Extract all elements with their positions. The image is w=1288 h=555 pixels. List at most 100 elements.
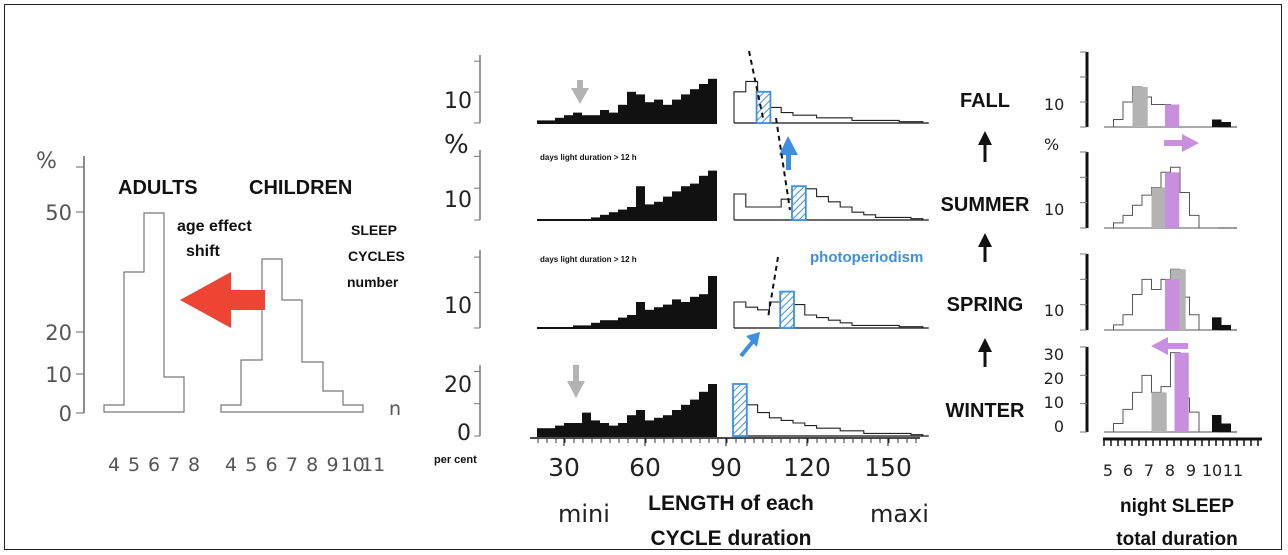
children-x-tick-label: 11 (361, 454, 385, 476)
black-bar (582, 325, 591, 328)
right-bars (1104, 86, 1231, 433)
right-panel: 10 % 10 10 30 20 10 0 5 6 7 8 9 10 11 night SL… (1044, 51, 1262, 550)
children-x-tick-label: 6 (266, 454, 278, 476)
middle-xlabel-1: LENGTH of each (648, 492, 814, 515)
children-label: CHILDREN (249, 177, 352, 199)
black-bar (546, 120, 555, 123)
season-spring: SPRING (947, 294, 1024, 316)
purple-bar (1165, 172, 1180, 228)
white-histogram (1104, 268, 1218, 331)
black-bar (1212, 119, 1222, 127)
up-arrow-spring-to-summer (978, 233, 992, 262)
black-bar (681, 302, 690, 328)
age-effect-label: age effect (177, 218, 252, 235)
photoperiodism-label: photoperiodism (810, 249, 923, 266)
middle-x-ticks: 30 60 90 120 150 (537, 438, 917, 482)
right-x-ticks: 5 6 7 8 9 10 11 (1103, 439, 1259, 480)
black-bar (672, 99, 681, 123)
maxi-label: maxi (870, 500, 929, 528)
black-bar (663, 196, 672, 220)
black-bar (591, 115, 600, 123)
right-x-tick-label: 11 (1223, 461, 1243, 480)
winter-y0: 0 (457, 421, 471, 446)
black-bar (555, 425, 564, 436)
black-bar (627, 91, 636, 123)
black-bar (654, 417, 663, 436)
black-bar (618, 423, 627, 436)
middle-x-tick-label: 120 (783, 453, 831, 482)
black-bar (1212, 317, 1222, 330)
adults-x-tick-label: 5 (128, 454, 140, 476)
sleep-cycles-label-3: number (347, 274, 399, 290)
winter-y20: 20 (444, 373, 472, 398)
black-bar (1221, 423, 1231, 432)
black-bar (618, 104, 627, 123)
black-bar (591, 322, 600, 328)
black-bar (564, 423, 573, 436)
black-bar (699, 294, 708, 328)
right-axes (1080, 51, 1237, 433)
percent-sign: % (444, 130, 469, 160)
middle-panel: 10 % 10 10 20 0 per cent days light dura… (434, 50, 929, 550)
children-x-tick-label: 4 (225, 454, 237, 476)
blue-arrow-summer (779, 136, 798, 170)
black-bar (663, 104, 672, 123)
left-y-tick-label: 20 (45, 321, 72, 345)
right-x-tick-label: 5 (1103, 461, 1113, 480)
left-panel: % 50 20 10 0 ADULTS CHILDREN age effect … (36, 149, 405, 476)
adults-x-tick-label: 6 (148, 454, 160, 476)
black-bar (555, 117, 564, 123)
middle-xlabel-2: CYCLE duration (651, 527, 812, 550)
shift-label: shift (186, 243, 220, 260)
shift-line-summer (775, 117, 791, 211)
grey-bar (1151, 187, 1167, 228)
right-xlabel-1: night SLEEP (1120, 496, 1234, 517)
black-bar (645, 102, 654, 123)
white-histogram (1104, 86, 1218, 128)
black-bar (690, 183, 699, 220)
black-bar (582, 115, 591, 123)
season-fall: FALL (960, 90, 1010, 112)
black-bar (600, 110, 609, 123)
right-x-tick-label: 10 (1202, 461, 1222, 480)
grey-bar (1151, 392, 1167, 432)
black-bar (609, 212, 618, 220)
winter-right-y20: 20 (1044, 369, 1064, 388)
black-bar (681, 94, 690, 123)
black-bar (600, 214, 609, 220)
black-bar (708, 384, 717, 436)
black-bar (663, 304, 672, 328)
white-histogram (1104, 166, 1218, 229)
adults-x-tick-label: 4 (108, 454, 120, 476)
season-summer: SUMMER (941, 194, 1030, 216)
left-y-unit: % (36, 149, 57, 174)
black-bar (1221, 324, 1231, 330)
purple-bar (1165, 279, 1180, 330)
black-bar (645, 420, 654, 436)
hatched-blue-bar (791, 185, 807, 221)
summer-right-y10: 10 (1044, 200, 1064, 219)
hatched-blue-bar (732, 383, 748, 437)
spring-right-y10: 10 (1044, 301, 1064, 320)
black-bar (636, 94, 645, 123)
left-y-tick-label: 50 (45, 201, 72, 225)
left-y-tick-label: 0 (59, 402, 72, 426)
black-bar (573, 423, 582, 436)
figure-border (4, 4, 1282, 550)
black-bar (600, 423, 609, 436)
black-bar (654, 99, 663, 123)
mini-label: mini (558, 500, 610, 528)
per-cent-label: per cent (434, 454, 477, 466)
black-bar (636, 302, 645, 328)
up-arrow-summer-to-fall (978, 131, 992, 162)
n-label: n (389, 398, 401, 420)
middle-x-tick-label: 90 (710, 453, 742, 482)
black-bar (564, 115, 573, 123)
black-bar (708, 276, 717, 328)
black-bar (573, 325, 582, 328)
black-bar (654, 201, 663, 220)
black-bar (708, 170, 717, 220)
